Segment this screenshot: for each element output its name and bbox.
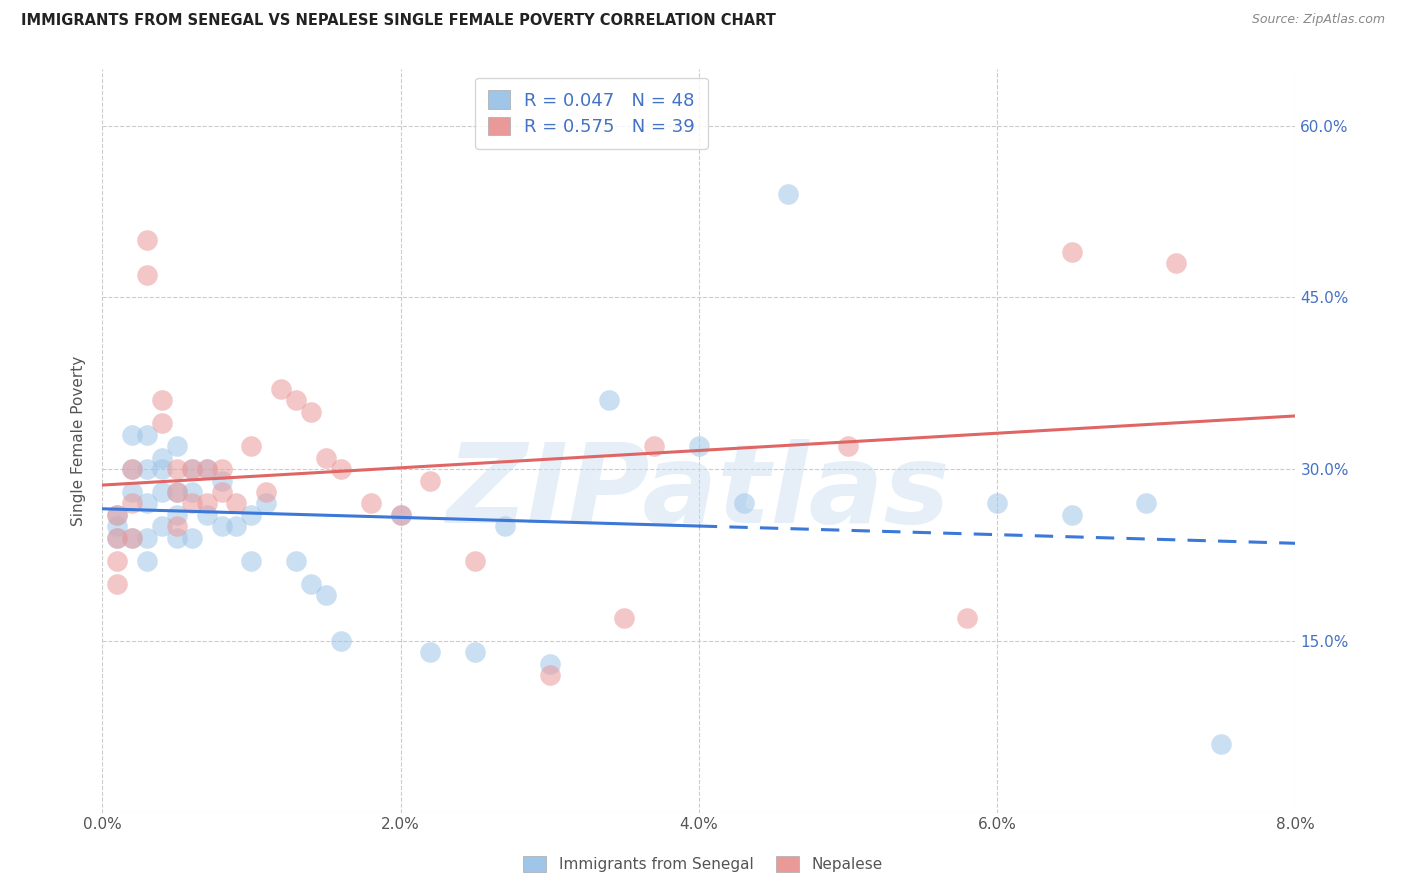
Point	[613, 611, 636, 625]
Point	[329, 462, 352, 476]
Point	[195, 496, 218, 510]
Point	[180, 485, 202, 500]
Point	[778, 187, 800, 202]
Point	[1166, 256, 1188, 270]
Point	[150, 462, 173, 476]
Point	[956, 611, 979, 625]
Point	[643, 439, 665, 453]
Point	[136, 268, 159, 282]
Point	[211, 462, 233, 476]
Point	[150, 450, 173, 465]
Point	[136, 531, 159, 545]
Point	[105, 531, 128, 545]
Point	[150, 519, 173, 533]
Point	[389, 508, 412, 522]
Point	[538, 668, 561, 682]
Point	[329, 633, 352, 648]
Point	[538, 657, 561, 671]
Point	[419, 645, 441, 659]
Point	[121, 462, 143, 476]
Point	[180, 462, 202, 476]
Point	[136, 554, 159, 568]
Point	[254, 496, 277, 510]
Point	[105, 531, 128, 545]
Point	[105, 576, 128, 591]
Point	[121, 531, 143, 545]
Point	[195, 462, 218, 476]
Point	[285, 393, 308, 408]
Point	[211, 474, 233, 488]
Point	[299, 405, 322, 419]
Point	[105, 508, 128, 522]
Point	[211, 485, 233, 500]
Point	[105, 519, 128, 533]
Point	[464, 645, 486, 659]
Text: IMMIGRANTS FROM SENEGAL VS NEPALESE SINGLE FEMALE POVERTY CORRELATION CHART: IMMIGRANTS FROM SENEGAL VS NEPALESE SING…	[21, 13, 776, 29]
Point	[166, 508, 188, 522]
Point	[195, 462, 218, 476]
Point	[105, 554, 128, 568]
Point	[1209, 737, 1232, 751]
Y-axis label: Single Female Poverty: Single Female Poverty	[72, 355, 86, 525]
Point	[464, 554, 486, 568]
Point	[166, 462, 188, 476]
Text: Source: ZipAtlas.com: Source: ZipAtlas.com	[1251, 13, 1385, 27]
Point	[986, 496, 1008, 510]
Point	[598, 393, 620, 408]
Point	[254, 485, 277, 500]
Point	[136, 462, 159, 476]
Point	[195, 508, 218, 522]
Point	[1060, 244, 1083, 259]
Point	[299, 576, 322, 591]
Legend: R = 0.047   N = 48, R = 0.575   N = 39: R = 0.047 N = 48, R = 0.575 N = 39	[475, 78, 707, 149]
Legend: Immigrants from Senegal, Nepalese: Immigrants from Senegal, Nepalese	[516, 848, 890, 880]
Point	[121, 485, 143, 500]
Point	[166, 439, 188, 453]
Point	[166, 531, 188, 545]
Point	[225, 519, 247, 533]
Point	[270, 382, 292, 396]
Point	[494, 519, 516, 533]
Point	[360, 496, 382, 510]
Point	[121, 427, 143, 442]
Point	[136, 496, 159, 510]
Point	[733, 496, 755, 510]
Point	[121, 496, 143, 510]
Point	[180, 462, 202, 476]
Point	[166, 519, 188, 533]
Point	[180, 531, 202, 545]
Text: ZIPatlas: ZIPatlas	[447, 439, 950, 546]
Point	[315, 450, 337, 465]
Point	[389, 508, 412, 522]
Point	[240, 439, 263, 453]
Point	[166, 485, 188, 500]
Point	[121, 531, 143, 545]
Point	[1135, 496, 1157, 510]
Point	[225, 496, 247, 510]
Point	[150, 417, 173, 431]
Point	[419, 474, 441, 488]
Point	[240, 508, 263, 522]
Point	[180, 496, 202, 510]
Point	[166, 485, 188, 500]
Point	[150, 393, 173, 408]
Point	[150, 485, 173, 500]
Point	[688, 439, 710, 453]
Point	[837, 439, 859, 453]
Point	[105, 508, 128, 522]
Point	[240, 554, 263, 568]
Point	[136, 233, 159, 247]
Point	[121, 462, 143, 476]
Point	[136, 427, 159, 442]
Point	[211, 519, 233, 533]
Point	[285, 554, 308, 568]
Point	[315, 588, 337, 602]
Point	[1060, 508, 1083, 522]
